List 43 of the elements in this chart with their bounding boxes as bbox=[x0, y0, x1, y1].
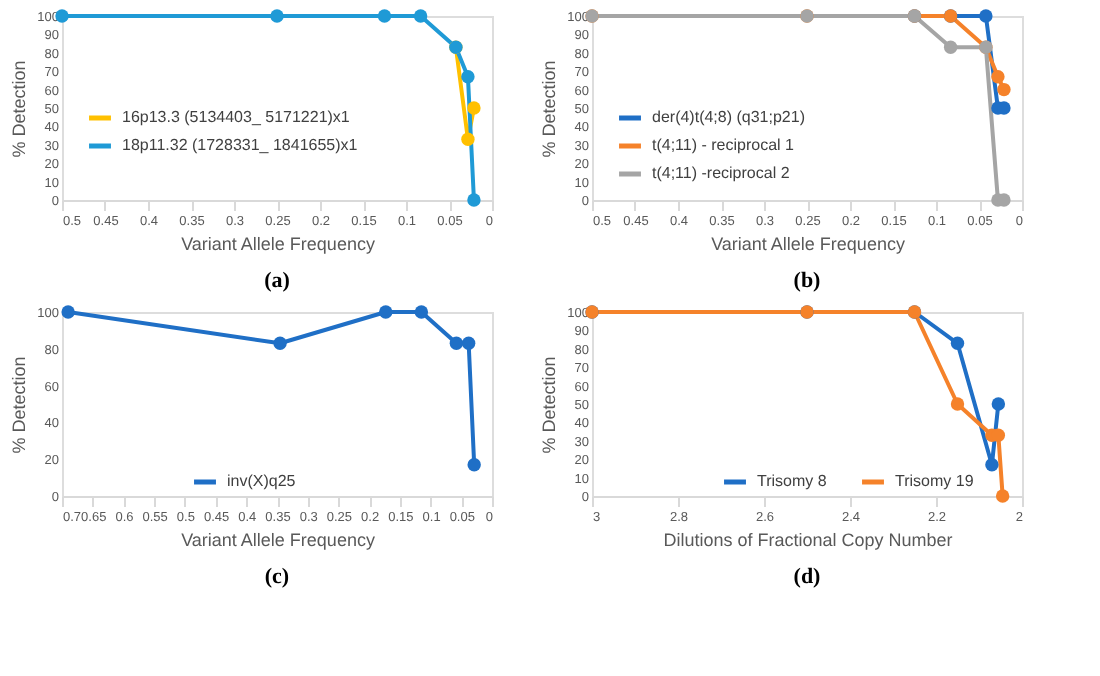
legend-label: Trisomy 19 bbox=[895, 472, 975, 490]
text: (a) bbox=[264, 269, 291, 293]
text: (d) bbox=[793, 565, 822, 589]
point bbox=[467, 458, 481, 472]
y-axis-title: % Detection bbox=[539, 356, 560, 454]
point bbox=[991, 70, 1005, 84]
y-axis-title: % Detection bbox=[9, 356, 30, 454]
text: (c) bbox=[264, 565, 290, 589]
point bbox=[273, 336, 287, 350]
point bbox=[997, 82, 1011, 97]
point bbox=[270, 9, 284, 23]
point bbox=[950, 397, 965, 411]
point bbox=[979, 9, 993, 23]
point bbox=[414, 305, 429, 319]
legend-label: t(4;11) - reciprocal 1 bbox=[652, 136, 796, 154]
point bbox=[379, 305, 393, 319]
x-axis-title: Dilutions of Fractional Copy Number bbox=[663, 530, 953, 550]
point bbox=[413, 9, 428, 23]
point bbox=[991, 397, 1006, 411]
point bbox=[377, 9, 392, 23]
legend-label: der(4)t(4;8) (q31;p21) bbox=[652, 108, 806, 126]
point bbox=[467, 101, 481, 115]
x-axis-title: Variant Allele Frequency bbox=[181, 234, 376, 254]
y-axis-title: % Detection bbox=[9, 60, 30, 158]
point bbox=[985, 458, 999, 472]
legend-label: t(4;11) -reciprocal 2 bbox=[652, 164, 791, 182]
y-axis-title: % Detection bbox=[539, 60, 560, 158]
point bbox=[461, 70, 475, 84]
point bbox=[995, 489, 1010, 503]
point bbox=[449, 336, 464, 350]
point bbox=[461, 132, 475, 146]
legend-label: 16p13.3 (5134403_ 5171221)x1 bbox=[122, 108, 351, 126]
point bbox=[950, 336, 965, 350]
legend-label: Trisomy 8 bbox=[757, 472, 828, 490]
legend-label: inv(X)q25 bbox=[227, 472, 297, 490]
point bbox=[467, 193, 481, 207]
legend-label: 18p11.32 (1728331_ 1841655)x1 bbox=[122, 136, 359, 154]
point bbox=[461, 336, 476, 350]
text: (b) bbox=[793, 269, 822, 293]
x-axis-title: Variant Allele Frequency bbox=[181, 530, 376, 550]
point bbox=[943, 40, 958, 54]
x-axis-title: Variant Allele Frequency bbox=[711, 234, 906, 254]
point bbox=[61, 305, 75, 319]
